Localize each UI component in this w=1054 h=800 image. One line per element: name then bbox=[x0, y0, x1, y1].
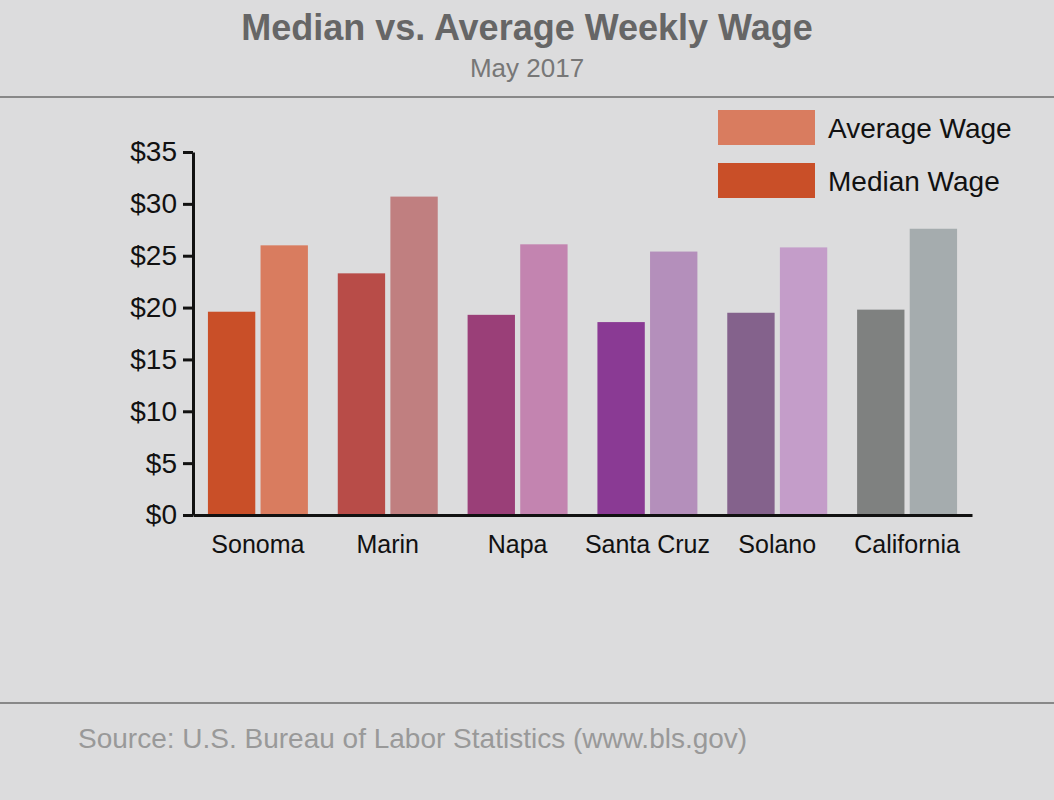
tick-mark bbox=[183, 203, 193, 206]
tick-mark bbox=[183, 151, 193, 154]
bar bbox=[650, 252, 697, 515]
y-axis: $0 $5 $10 $15 $20 $25 $30 $35 bbox=[130, 136, 193, 530]
bar bbox=[208, 312, 255, 515]
bars bbox=[208, 197, 957, 515]
bar bbox=[390, 197, 437, 515]
tick: California bbox=[854, 515, 960, 558]
background bbox=[0, 0, 1054, 800]
divider bbox=[0, 702, 1054, 704]
tick: Napa bbox=[488, 515, 548, 558]
tick-mark bbox=[183, 462, 193, 465]
tick-label: $5 bbox=[146, 448, 177, 479]
tick-label: $30 bbox=[130, 188, 177, 219]
tick: $5 bbox=[146, 448, 193, 479]
tick-label: Sonoma bbox=[211, 530, 304, 558]
tick: $10 bbox=[130, 396, 193, 427]
tick-label: $10 bbox=[130, 396, 177, 427]
axis-line bbox=[192, 153, 195, 516]
tick: $35 bbox=[130, 136, 193, 167]
tick-label: $15 bbox=[130, 344, 177, 375]
legend: Average Wage Median Wage bbox=[718, 110, 1012, 198]
tick-label: Santa Cruz bbox=[585, 530, 710, 558]
legend-swatch bbox=[718, 110, 815, 145]
source: Source: U.S. Bureau of Labor Statistics … bbox=[78, 723, 747, 754]
bar bbox=[780, 247, 827, 515]
tick-mark bbox=[183, 307, 193, 310]
subtitle: May 2017 bbox=[470, 53, 584, 83]
tick: $25 bbox=[130, 240, 193, 271]
title: Median vs. Average Weekly Wage bbox=[241, 7, 813, 48]
tick: $30 bbox=[130, 188, 193, 219]
tick-label: Solano bbox=[738, 530, 816, 558]
x-axis: Sonoma Marin Napa Santa Cruz Solano Californi… bbox=[194, 515, 973, 558]
divider bbox=[0, 96, 1054, 98]
tick: $20 bbox=[130, 292, 193, 323]
tick: Marin bbox=[356, 515, 419, 558]
tick-label: $25 bbox=[130, 240, 177, 271]
tick-label: Napa bbox=[488, 530, 548, 558]
legend-swatch bbox=[718, 163, 815, 198]
tick: $0 bbox=[146, 499, 193, 530]
tick-mark bbox=[183, 255, 193, 258]
tick-label: $0 bbox=[146, 499, 177, 530]
tick: Sonoma bbox=[211, 515, 304, 558]
tick-label: $20 bbox=[130, 292, 177, 323]
tick-label: California bbox=[854, 530, 960, 558]
bar bbox=[597, 322, 644, 515]
tick: $15 bbox=[130, 344, 193, 375]
tick-mark bbox=[183, 358, 193, 361]
axis-line bbox=[194, 514, 973, 517]
chart: Median vs. Average Weekly Wage May 2017 So… bbox=[0, 0, 1054, 800]
tick-label: Marin bbox=[356, 530, 419, 558]
bar bbox=[261, 245, 308, 515]
legend-label: Average Wage bbox=[828, 113, 1012, 144]
tick-label: $35 bbox=[130, 136, 177, 167]
bar bbox=[520, 244, 567, 515]
tick: Solano bbox=[738, 515, 816, 558]
bar bbox=[468, 315, 515, 515]
bar bbox=[857, 310, 904, 515]
tick: Santa Cruz bbox=[585, 515, 710, 558]
bar bbox=[910, 229, 957, 515]
legend-label: Median Wage bbox=[828, 166, 1000, 197]
bar bbox=[727, 313, 774, 515]
tick-mark bbox=[183, 514, 193, 517]
tick-mark bbox=[183, 410, 193, 413]
bar bbox=[338, 273, 385, 515]
